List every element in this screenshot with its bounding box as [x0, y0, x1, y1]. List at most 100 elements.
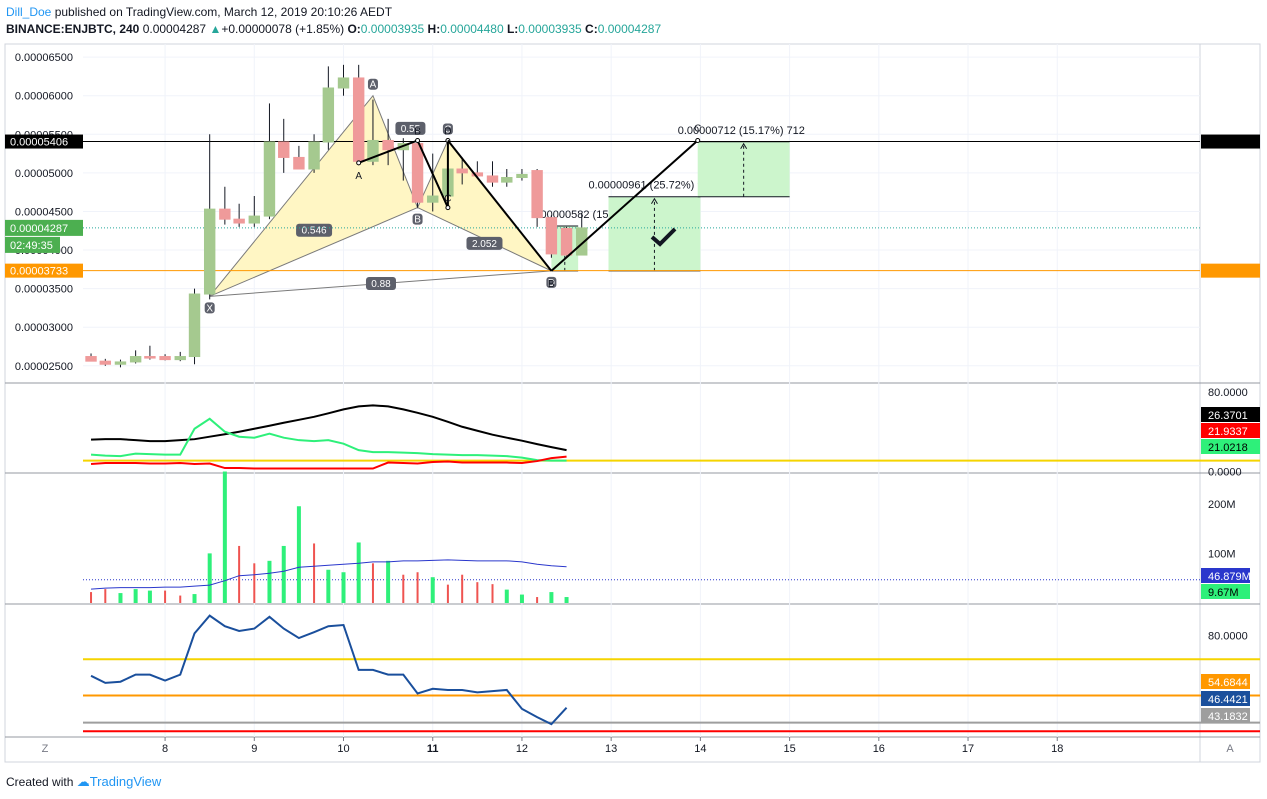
candle-body: [308, 141, 320, 170]
projection-point-label: C: [694, 123, 701, 134]
volume-bar: [147, 590, 152, 603]
volume-bar: [386, 560, 391, 603]
volume-value-label: 9.67M: [1208, 587, 1239, 599]
abcd-pattern-line: [358, 139, 449, 209]
candle-body: [159, 356, 171, 361]
ratio-label: 0.546: [302, 226, 327, 237]
volume-bar: [504, 589, 509, 603]
volume-bar: [476, 582, 479, 603]
x-tick-label: 11: [427, 743, 439, 755]
rsi-value-badge: [1201, 674, 1250, 689]
close-value: 0.00004287: [597, 22, 662, 36]
pattern-point-label: D: [548, 278, 555, 289]
tradingview-brand: TradingView: [89, 774, 162, 789]
pattern-point-badge: [546, 276, 557, 288]
x-tick-label: 8: [162, 743, 168, 755]
volume-bar: [313, 543, 316, 603]
candle-body: [85, 356, 97, 362]
ratio-badge: [466, 236, 503, 250]
footer: Created with ☁TradingView: [6, 774, 161, 790]
volume-bar: [491, 584, 494, 603]
abcd-point-label: B: [414, 126, 421, 137]
current-price-badge: [5, 219, 83, 236]
volume-bar: [371, 563, 374, 603]
volume-bar: [549, 592, 554, 603]
close-label: C:: [585, 22, 598, 36]
pattern-triangle-bcd: [417, 140, 552, 271]
x-tick-label: 16: [873, 743, 885, 755]
ratio-badge: [296, 223, 333, 237]
projection-b-label: B: [548, 279, 555, 290]
candle-body: [99, 360, 112, 365]
level-axis-badge: [1201, 134, 1260, 149]
projection-point: [695, 137, 701, 143]
level-price-label: 0.00003733: [10, 266, 68, 278]
candle-body: [278, 141, 290, 158]
volume-bar: [446, 584, 449, 603]
low-value: 0.00003935: [518, 22, 582, 36]
target-arrow-head: [651, 197, 658, 204]
candle-body: [382, 139, 394, 151]
volume-bar: [118, 593, 123, 603]
dmi-tick-label: 0.0000: [1208, 467, 1242, 479]
level-price-label: 0.00005406: [10, 137, 68, 149]
candle-body: [456, 168, 468, 174]
pattern-triangle-xab: [209, 95, 418, 297]
symbol-legend: BINANCE:ENJBTC, 240 0.00004287 ▲+0.00000…: [6, 22, 661, 36]
dmi-tick-label: 80.0000: [1208, 387, 1248, 399]
candle-body: [174, 356, 186, 361]
rsi-value-badge: [1201, 708, 1250, 723]
candle-body: [129, 356, 142, 363]
candle-body: [248, 215, 261, 224]
volume-bar: [564, 597, 569, 603]
abcd-point-label: A: [355, 171, 362, 182]
pattern-xb-line: [209, 207, 418, 297]
author-link[interactable]: Dill_Doe: [6, 5, 52, 19]
zoom-button[interactable]: Z: [42, 743, 49, 755]
candle-body: [560, 227, 573, 256]
candle-body: [411, 143, 424, 203]
volume-bar: [536, 597, 539, 603]
volume-bar: [90, 592, 93, 603]
symbol-name[interactable]: BINANCE:ENJBTC, 240: [6, 22, 140, 36]
target-label: 0.00000712 (15.17%) 712: [678, 125, 805, 137]
volume-value-badge: [1201, 584, 1250, 599]
ratio-label: 2.052: [472, 239, 497, 250]
target-zone-2: [697, 141, 790, 197]
candle-body: [367, 139, 379, 162]
volume-bar: [296, 506, 301, 603]
candle-body: [352, 77, 365, 162]
volume-bar: [341, 572, 346, 603]
x-tick-label: 17: [962, 743, 974, 755]
volume-bar: [222, 471, 227, 603]
dmi-value-badge: [1201, 439, 1260, 454]
dmi-value-badge: [1201, 407, 1260, 422]
candle-body: [576, 227, 588, 256]
last-price: 0.00004287: [142, 22, 207, 36]
volume-value-label: 46.879M: [1208, 571, 1251, 583]
pattern-point-label: A: [370, 80, 377, 91]
tradingview-logo-icon[interactable]: ☁TradingView: [76, 774, 162, 789]
level-price-badge: [5, 134, 83, 149]
pattern-point-label: C: [444, 124, 451, 135]
rsi-value-badge: [1201, 691, 1250, 706]
x-tick-label: 14: [694, 743, 706, 755]
candle-body: [233, 218, 245, 224]
volume-tick-label: 100M: [1208, 548, 1236, 560]
auto-scale-button[interactable]: A: [1226, 743, 1234, 755]
candle-body: [516, 173, 528, 179]
checkmark-icon: [650, 227, 677, 247]
abcd-point-label: D: [444, 126, 451, 137]
change-arrow-icon: ▲: [209, 22, 222, 36]
volume-bar: [104, 589, 107, 603]
x-tick-label: 15: [783, 743, 795, 755]
volume-bar: [253, 563, 256, 603]
candle-body: [203, 208, 216, 295]
price-tick-label: 0.00006000: [15, 91, 73, 103]
chart-frame: [4, 43, 1261, 763]
price-tick-label: 0.00004500: [15, 206, 73, 218]
price-tick-label: 0.00005000: [15, 168, 73, 180]
rsi-tick-label: 80.0000: [1208, 631, 1248, 643]
countdown-badge: [5, 236, 60, 253]
